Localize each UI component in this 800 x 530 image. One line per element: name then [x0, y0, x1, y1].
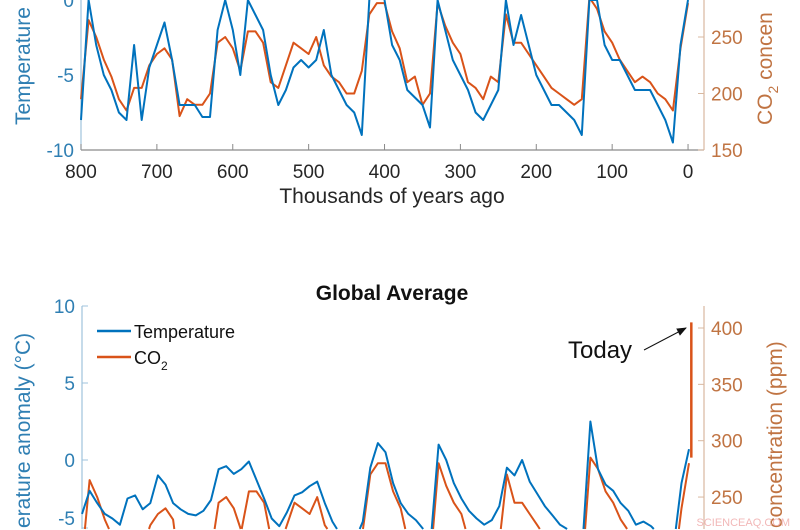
watermark: SCIENCEAQ.COM: [696, 517, 790, 529]
x-tick-label: 300: [445, 162, 477, 183]
chart-title: Global Average: [316, 282, 469, 305]
co2-label-subscript: 2: [765, 86, 781, 94]
today-annotation: Today: [568, 337, 632, 364]
y-right-tick-label: 250: [711, 488, 743, 509]
y-left-axis-label: Temperature: [12, 7, 35, 125]
plot-area: [80, 0, 689, 144]
y-right-tick-label: 200: [711, 85, 743, 106]
y-left-tick-label: -5: [58, 509, 75, 530]
y-left-axis-label: erature anomaly (°C): [12, 333, 35, 528]
x-tick-label: 500: [293, 162, 325, 183]
y-right-tick-label: 250: [711, 28, 743, 49]
today-arrow: [643, 327, 687, 351]
y-left-tick-label: 0: [63, 0, 74, 12]
temperature-line: [81, 420, 690, 530]
y-left-tick-label: 10: [54, 297, 75, 318]
co2-line: [83, 456, 690, 530]
legend-co2-prefix: CO: [134, 348, 161, 368]
legend-temperature-label: Temperature: [134, 322, 235, 342]
x-tick-label: 600: [217, 162, 249, 183]
y-left-tick-label: 0: [64, 451, 75, 472]
y-right-axis-label: concentration (ppm): [764, 341, 787, 528]
y-right-tick-label: 300: [711, 432, 743, 453]
x-axis-label: Thousands of years ago: [279, 185, 504, 208]
top-chart: 800 700 600 500 400 300 200 100 0 -10 -5 0 150 200 250…: [12, 0, 781, 208]
temperature-line: [80, 0, 689, 144]
x-tick-label: 800: [65, 162, 97, 183]
y-right-tick-label: 400: [711, 319, 743, 340]
x-tick-label: 100: [596, 162, 628, 183]
y-right-tick-label: 350: [711, 375, 743, 396]
legend-co2-subscript: 2: [161, 359, 168, 373]
x-tick-label: 700: [141, 162, 173, 183]
x-tick-label: 400: [369, 162, 401, 183]
plot-area: [81, 420, 690, 530]
co2-label-suffix: concen: [754, 12, 777, 86]
x-tick-label: 200: [520, 162, 552, 183]
y-left-tick-label: -5: [57, 66, 74, 87]
legend-co2-label: CO2: [134, 348, 168, 373]
x-tick-label: 0: [683, 162, 694, 183]
bottom-chart: Global Average 10 5 0 -5 400 350 300 250 erature …: [12, 282, 787, 530]
y-right-tick-label: 150: [711, 141, 743, 162]
y-left-tick-label: 5: [64, 374, 75, 395]
co2-label-prefix: CO: [754, 94, 777, 126]
y-right-axis-label: CO2 concen: [754, 12, 781, 125]
y-left-tick-label: -10: [47, 141, 74, 162]
